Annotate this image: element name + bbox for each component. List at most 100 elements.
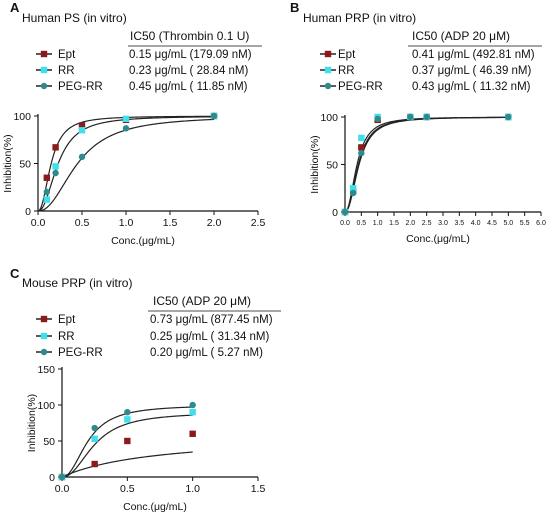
- legend-ic50-value: 0.25 μg/mL ( 31.34 nM): [150, 331, 270, 343]
- y-tick-label: 50: [43, 436, 55, 448]
- data-point-peg-rr: [210, 112, 218, 120]
- data-point-ept: [124, 437, 131, 445]
- legend-item-rr: RR 0.25 μg/mL ( 31.34 nM): [36, 331, 270, 343]
- x-tick-label: 4.5: [487, 220, 497, 227]
- data-point-peg-rr: [358, 149, 365, 157]
- legend-label: PEG-RR: [58, 81, 103, 93]
- legend-label: RR: [58, 65, 75, 77]
- x-tick-label: 1.5: [251, 483, 266, 495]
- panel-letter: A: [10, 0, 20, 15]
- legend-marker: [324, 66, 332, 74]
- data-points: [43, 112, 218, 203]
- legend-item-rr: RR 0.23 μg/mL ( 28.84 nM): [36, 65, 249, 77]
- data-points: [341, 113, 512, 216]
- panel-letter: C: [10, 266, 20, 281]
- legend-item-peg-rr: PEG-RR 0.43 μg/mL ( 11.32 nM): [320, 81, 531, 93]
- data-point-ept: [358, 144, 365, 151]
- x-tick-label: 2.0: [207, 217, 222, 229]
- data-point-peg-rr: [122, 125, 130, 132]
- y-tick-label: 100: [320, 112, 338, 124]
- y-tick-label: 50: [326, 160, 338, 172]
- fit-curve-rr: [61, 414, 193, 478]
- data-point-rr: [122, 115, 130, 123]
- legend-item-ept: Ept 0.41 μg/mL (492.81 nM): [320, 49, 535, 61]
- legend-marker: [324, 50, 332, 58]
- x-axis-label: Conc.(μg/mL): [123, 501, 187, 513]
- ic50-header: IC50 (ADP 20 μM): [412, 29, 510, 43]
- data-point-rr: [349, 185, 357, 192]
- legend-label: RR: [338, 65, 355, 77]
- legend-ic50-value: 0.15 μg/mL (179.09 nM): [129, 49, 252, 61]
- data-point-peg-rr: [407, 113, 414, 121]
- data-point-peg-rr: [341, 208, 349, 216]
- x-tick-label: 1.5: [389, 220, 399, 227]
- x-tick-label: 0.5: [75, 217, 90, 229]
- legend-label: PEG-RR: [338, 81, 383, 93]
- fit-curve-ept: [61, 451, 193, 478]
- x-tick-label: 1.0: [373, 220, 383, 227]
- legend-marker: [40, 66, 48, 74]
- axes: 0.0 0.5 1.0 1.5 2.0 2.5 3.0 3.5 4.0 4.5 5.0 5.5 6.0 0…: [309, 112, 546, 245]
- data-point-peg-rr: [423, 113, 430, 121]
- x-tick-label: 1.0: [185, 483, 200, 495]
- x-tick-label: 1.0: [119, 217, 134, 229]
- x-tick-label: 0.0: [55, 483, 70, 495]
- panel-title: Mouse PRP (in vitro): [22, 276, 132, 290]
- y-tick-label: 0: [25, 206, 31, 218]
- data-point-peg-rr: [52, 169, 59, 177]
- y-axis-label: Inhibition(%): [309, 135, 321, 193]
- data-point-ept: [52, 144, 59, 151]
- x-axis-label: Conc.(μg/mL): [111, 235, 175, 247]
- panel-title: Human PRP (in vitro): [303, 11, 416, 25]
- x-tick-label: 3.0: [438, 220, 448, 227]
- data-point-peg-rr: [78, 153, 86, 161]
- data-point-rr: [124, 416, 131, 423]
- x-tick-label: 0.5: [356, 220, 366, 227]
- legend-item-ept: Ept 0.73 μg/mL (877.45 nM): [36, 314, 273, 326]
- x-tick-label: 5.5: [520, 220, 530, 227]
- y-tick-label: 0: [49, 472, 55, 484]
- axes: 0.0 0.5 1.0 1.5 0 50 100 150 Conc.(μg/mL) Inhibit…: [26, 364, 265, 513]
- legend-label: Ept: [338, 49, 356, 61]
- x-tick-label: 6.0: [536, 220, 546, 227]
- data-point-peg-rr: [91, 424, 98, 432]
- y-tick-label: 50: [19, 159, 31, 171]
- data-point-rr: [52, 163, 59, 170]
- legend-label: Ept: [58, 49, 76, 61]
- legend-marker: [40, 50, 48, 58]
- fit-curve-ept: [344, 116, 509, 213]
- data-point-rr: [358, 134, 365, 142]
- x-axis-label: Conc.(μg/mL): [406, 233, 470, 245]
- legend-item-ept: Ept 0.15 μg/mL (179.09 nM): [36, 49, 252, 61]
- x-tick-label: 0.0: [340, 220, 350, 227]
- axes: 0.0 0.5 1.0 1.5 2.0 2.5 0 50 100 Conc.(μg/mL) Inhi…: [2, 111, 265, 247]
- legend-ic50-value: 0.73 μg/mL (877.45 nM): [150, 314, 273, 326]
- ic50-header: IC50 (Thrombin 0.1 U): [130, 29, 249, 43]
- legend-label: Ept: [58, 314, 76, 326]
- x-tick-label: 0.5: [120, 483, 135, 495]
- data-point-ept: [78, 122, 86, 129]
- legend-ic50-value: 0.45 μg/mL ( 11.85 nM): [129, 81, 248, 93]
- panel-letter: B: [290, 0, 299, 15]
- ic50-header: IC50 (ADP 20 μM): [153, 294, 251, 308]
- legend-ic50-value: 0.20 μg/mL ( 5.27 nM): [150, 347, 263, 359]
- fit-curves: [344, 116, 509, 213]
- legend-ic50-value: 0.23 μg/mL ( 28.84 nM): [129, 65, 249, 77]
- panel-b: B Human PRP (in vitro) IC50 (ADP 20 μM) Ept…: [290, 0, 546, 245]
- x-tick-label: 2.5: [422, 220, 432, 227]
- legend-item-peg-rr: PEG-RR 0.45 μg/mL ( 11.85 nM): [36, 81, 248, 93]
- x-tick-label: 2.0: [405, 220, 415, 227]
- x-tick-label: 1.5: [163, 217, 178, 229]
- legend-ic50-value: 0.43 μg/mL ( 11.32 nM): [412, 81, 531, 93]
- legend-marker: [40, 348, 48, 356]
- y-axis-label: Inhibition(%): [26, 394, 38, 452]
- data-point-ept: [189, 430, 196, 437]
- legend-marker: [40, 315, 48, 323]
- legend-ic50-value: 0.41 μg/mL (492.81 nM): [412, 49, 535, 61]
- data-point-peg-rr: [189, 401, 196, 409]
- data-points: [58, 401, 196, 481]
- fit-curve-peg-rr: [344, 116, 509, 213]
